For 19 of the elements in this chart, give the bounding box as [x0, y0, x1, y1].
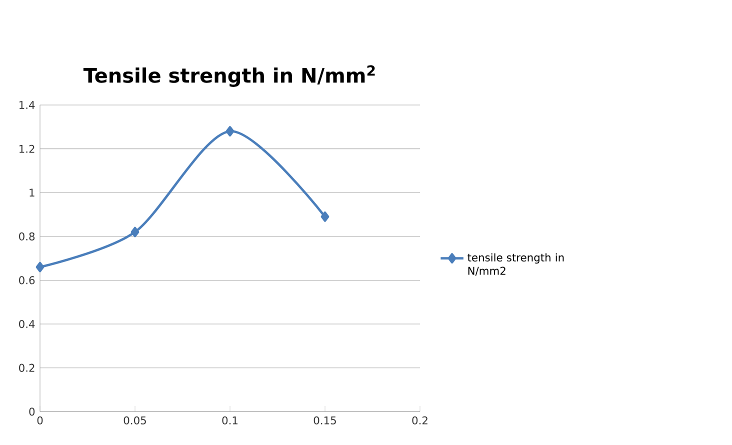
- y-tick-label: 0.2: [19, 364, 34, 372]
- chart-title: Tensile strength in N/mm$^{2}$: [83, 65, 375, 87]
- point: [320, 212, 330, 222]
- point: [226, 126, 234, 136]
- y-tick-label: 1: [30, 188, 34, 196]
- x-tick-label: 0.15: [314, 416, 336, 424]
- x-tick-label: 0.2: [412, 416, 428, 424]
- x-tick-label: 0: [37, 416, 43, 424]
- point: [36, 262, 44, 272]
- y-tick-label: 0.4: [19, 320, 35, 328]
- x-tick-label: 0.05: [124, 416, 146, 424]
- y-tick-label: 0.6: [19, 276, 35, 284]
- x-tick-label: 0.1: [222, 416, 238, 424]
- y-tick-label: 0.8: [19, 232, 35, 240]
- y-tick-label: 0: [29, 408, 35, 416]
- y-tick-label: 1.2: [20, 144, 34, 153]
- legend-label: tensile strength in N/mm2: [468, 253, 564, 276]
- point: [130, 226, 140, 238]
- y-tick-label: 1.4: [20, 101, 35, 109]
